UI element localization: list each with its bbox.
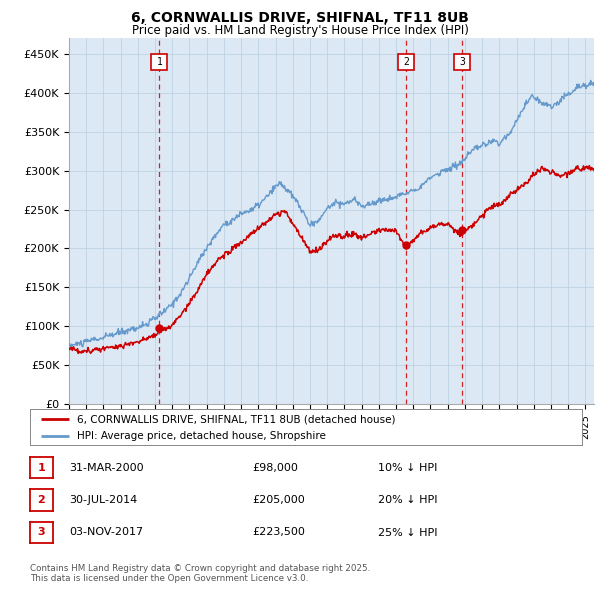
Text: 3: 3: [459, 57, 465, 67]
Text: £98,000: £98,000: [252, 463, 298, 473]
Text: 31-MAR-2000: 31-MAR-2000: [69, 463, 143, 473]
Text: HPI: Average price, detached house, Shropshire: HPI: Average price, detached house, Shro…: [77, 431, 326, 441]
Text: 1: 1: [157, 57, 163, 67]
Text: 3: 3: [38, 527, 45, 537]
Text: Contains HM Land Registry data © Crown copyright and database right 2025.
This d: Contains HM Land Registry data © Crown c…: [30, 563, 370, 583]
Text: 1: 1: [38, 463, 45, 473]
Text: Price paid vs. HM Land Registry's House Price Index (HPI): Price paid vs. HM Land Registry's House …: [131, 24, 469, 37]
Text: 6, CORNWALLIS DRIVE, SHIFNAL, TF11 8UB: 6, CORNWALLIS DRIVE, SHIFNAL, TF11 8UB: [131, 11, 469, 25]
Text: 03-NOV-2017: 03-NOV-2017: [69, 527, 143, 537]
Text: 30-JUL-2014: 30-JUL-2014: [69, 495, 137, 505]
Text: 25% ↓ HPI: 25% ↓ HPI: [378, 527, 437, 537]
Text: 10% ↓ HPI: 10% ↓ HPI: [378, 463, 437, 473]
Text: 20% ↓ HPI: 20% ↓ HPI: [378, 495, 437, 505]
Text: 2: 2: [403, 57, 409, 67]
Text: £223,500: £223,500: [252, 527, 305, 537]
Text: 6, CORNWALLIS DRIVE, SHIFNAL, TF11 8UB (detached house): 6, CORNWALLIS DRIVE, SHIFNAL, TF11 8UB (…: [77, 414, 395, 424]
Text: £205,000: £205,000: [252, 495, 305, 505]
Text: 2: 2: [38, 495, 45, 505]
